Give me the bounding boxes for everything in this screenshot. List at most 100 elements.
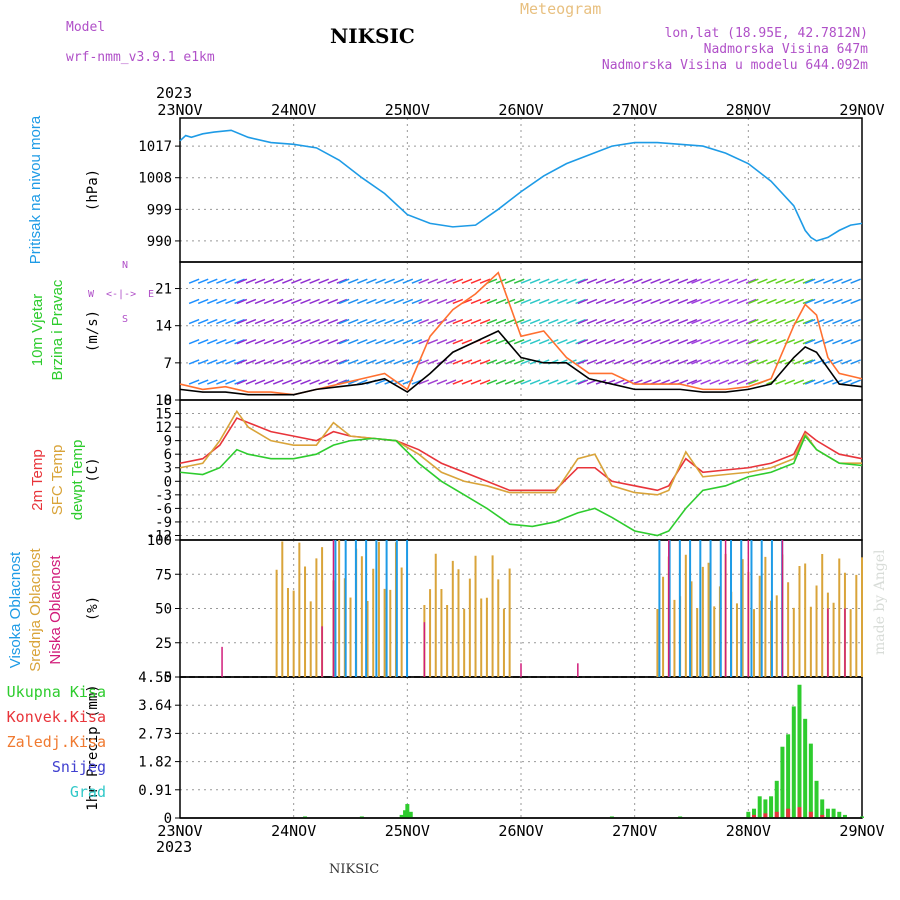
wind-arrow [384, 339, 395, 345]
total-precip-bar [609, 816, 614, 818]
wind-arrow [234, 339, 245, 345]
compass-s: S [122, 314, 128, 325]
wind-arrow [529, 318, 541, 325]
wind-arrow [234, 379, 245, 385]
x-tick-bottom: 23NOV [157, 822, 202, 840]
compass-w: W [88, 289, 95, 300]
wind-arrow [495, 359, 507, 365]
wind-arrow [436, 339, 448, 345]
wind-arrow [347, 339, 359, 345]
wind-arrow [375, 298, 386, 305]
footer-station: NIKSIC [329, 862, 380, 877]
wind-arrow [691, 298, 702, 305]
wind-arrow [659, 298, 670, 305]
wind-arrow [813, 278, 825, 284]
wind-arrow [632, 359, 643, 365]
wind-arrow [538, 359, 550, 365]
wind-arrow [727, 318, 739, 325]
wind-arrow [318, 339, 329, 345]
wind-arrow [557, 298, 568, 305]
wind-arrow [548, 278, 559, 284]
wind-arrow [402, 318, 414, 325]
temp-2m-line [179, 417, 863, 492]
wind-arrow [641, 359, 652, 365]
wind-arrow [529, 278, 541, 284]
wind-arrow [745, 298, 757, 305]
wind-arrow [595, 318, 607, 325]
year-top: 2023 [156, 84, 193, 102]
wind-arrow [832, 359, 843, 365]
wind-arrow [793, 379, 805, 385]
wind-arrow [336, 298, 348, 305]
wind-arrow [236, 298, 248, 305]
wind-arrow [282, 339, 293, 345]
wind-arrow [393, 298, 404, 305]
wind-arrow [659, 339, 670, 345]
wind-arrow [452, 318, 464, 325]
wind-arrow [718, 298, 730, 305]
total-precip-bar [825, 808, 830, 818]
total-precip-bar [808, 743, 813, 818]
wind-arrow [650, 359, 661, 365]
wind-arrow [766, 298, 777, 305]
wind-arrow [272, 339, 284, 345]
wind-arrow [418, 278, 429, 284]
wind-arrow [300, 379, 311, 385]
wind-arrow [557, 318, 568, 325]
wind-arrow [804, 379, 816, 385]
wind-arrow [197, 339, 209, 345]
wind-arrow [691, 318, 702, 325]
wind-arrow [577, 339, 589, 345]
wind-arrow [452, 379, 464, 385]
wind-arrow [841, 278, 852, 284]
wind-arrow [445, 298, 457, 305]
wind-arrow [841, 379, 852, 385]
wind-arrow [338, 339, 350, 345]
wind-arrow [677, 359, 689, 365]
wind-arrow [291, 278, 302, 284]
wind-arrow [677, 318, 689, 325]
wind-arrow [245, 379, 257, 385]
wind-arrow [841, 359, 852, 365]
conv-precip-bar [774, 811, 779, 818]
wind-arrow [668, 278, 680, 284]
wind-arrow [718, 339, 730, 345]
wind-arrow [411, 298, 423, 305]
y-tick-label: -6 [155, 501, 172, 517]
y-tick-label: 1.82 [138, 755, 172, 771]
total-precip-bar [752, 808, 757, 818]
wind-arrow [775, 379, 786, 385]
wind-arrow [216, 339, 227, 345]
y-tick-label: 0 [164, 393, 172, 409]
wind-arrow [486, 298, 498, 305]
total-precip-bar [842, 814, 847, 818]
wind-arrow [813, 298, 825, 305]
wind-arrow [436, 278, 448, 284]
wind-arrow [548, 298, 559, 305]
wind-arrow [225, 379, 236, 385]
total-precip-bar [774, 780, 779, 818]
elevation-label: Nadmorska Visina 647m [703, 42, 868, 57]
wind-arrow [757, 278, 768, 284]
y-tick-label: 50 [155, 602, 172, 618]
wind-arrow [216, 278, 227, 284]
wind-arrow [225, 278, 236, 284]
x-tick-top: 25NOV [385, 101, 430, 119]
wind-arrow [586, 339, 598, 345]
wind-arrow [748, 298, 759, 305]
model-name: wrf-nmm_v3.9.1 e1km [66, 50, 215, 65]
wind-arrow [336, 359, 348, 365]
x-tick-bottom: 24NOV [271, 822, 316, 840]
temp-sfc-line [179, 409, 862, 496]
wind-arrow [677, 298, 689, 305]
wind-arrow [748, 278, 759, 284]
wind-arrow [347, 359, 359, 365]
wind-arrow [263, 278, 275, 284]
temp-dewpt-line [179, 434, 863, 537]
total-precip-bar [820, 799, 825, 818]
wind-arrow [216, 359, 227, 365]
wind-arrow [832, 298, 843, 305]
y-tick-label: -9 [155, 515, 172, 531]
wind-arrow [479, 278, 491, 284]
wind-arrow [686, 278, 698, 284]
